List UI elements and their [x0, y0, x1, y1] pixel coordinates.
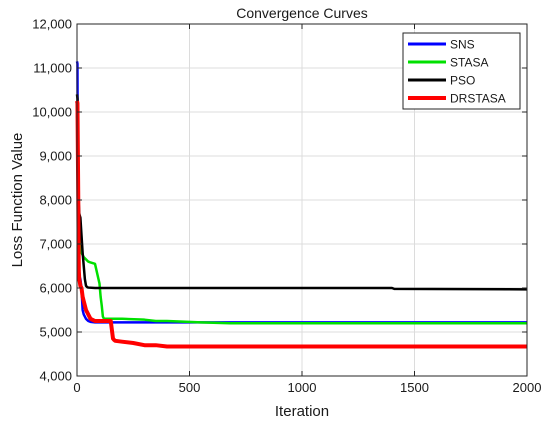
- legend-label-stasa: STASA: [450, 56, 488, 70]
- y-tick-label: 8,000: [39, 193, 72, 208]
- y-tick-label: 7,000: [39, 237, 72, 252]
- y-tick-label: 12,000: [32, 17, 72, 32]
- legend-label-pso: PSO: [450, 74, 475, 88]
- y-tick-label: 9,000: [39, 149, 72, 164]
- x-axis-title: Iteration: [275, 403, 329, 420]
- legend-label-sns: SNS: [450, 38, 475, 52]
- y-tick-label: 6,000: [39, 281, 72, 296]
- x-tick-label: 1500: [400, 380, 429, 395]
- y-tick-label: 5,000: [39, 325, 72, 340]
- y-axis-title: Loss Function Value: [9, 133, 26, 268]
- series-line-drstasa: [75, 100, 527, 349]
- y-tick-label: 11,000: [33, 61, 72, 76]
- x-tick-label: 1000: [288, 380, 317, 395]
- legend: SNS STASA PSO DRSTASA: [402, 32, 521, 110]
- x-tick-label: 500: [179, 380, 201, 395]
- y-tick-label: 10,000: [32, 105, 72, 120]
- x-tick-label: 2000: [513, 380, 542, 395]
- legend-label-drstasa: DRSTASA: [450, 92, 506, 106]
- y-tick-label: 4,000: [39, 369, 72, 384]
- series-lines: [75, 61, 528, 349]
- x-tick-label: 0: [73, 380, 80, 395]
- chart-title: Convergence Curves: [236, 5, 368, 21]
- tick-labels: 0 500 1000 1500 2000 4,000 5,000 6,000 7,000 8,00…: [32, 17, 541, 396]
